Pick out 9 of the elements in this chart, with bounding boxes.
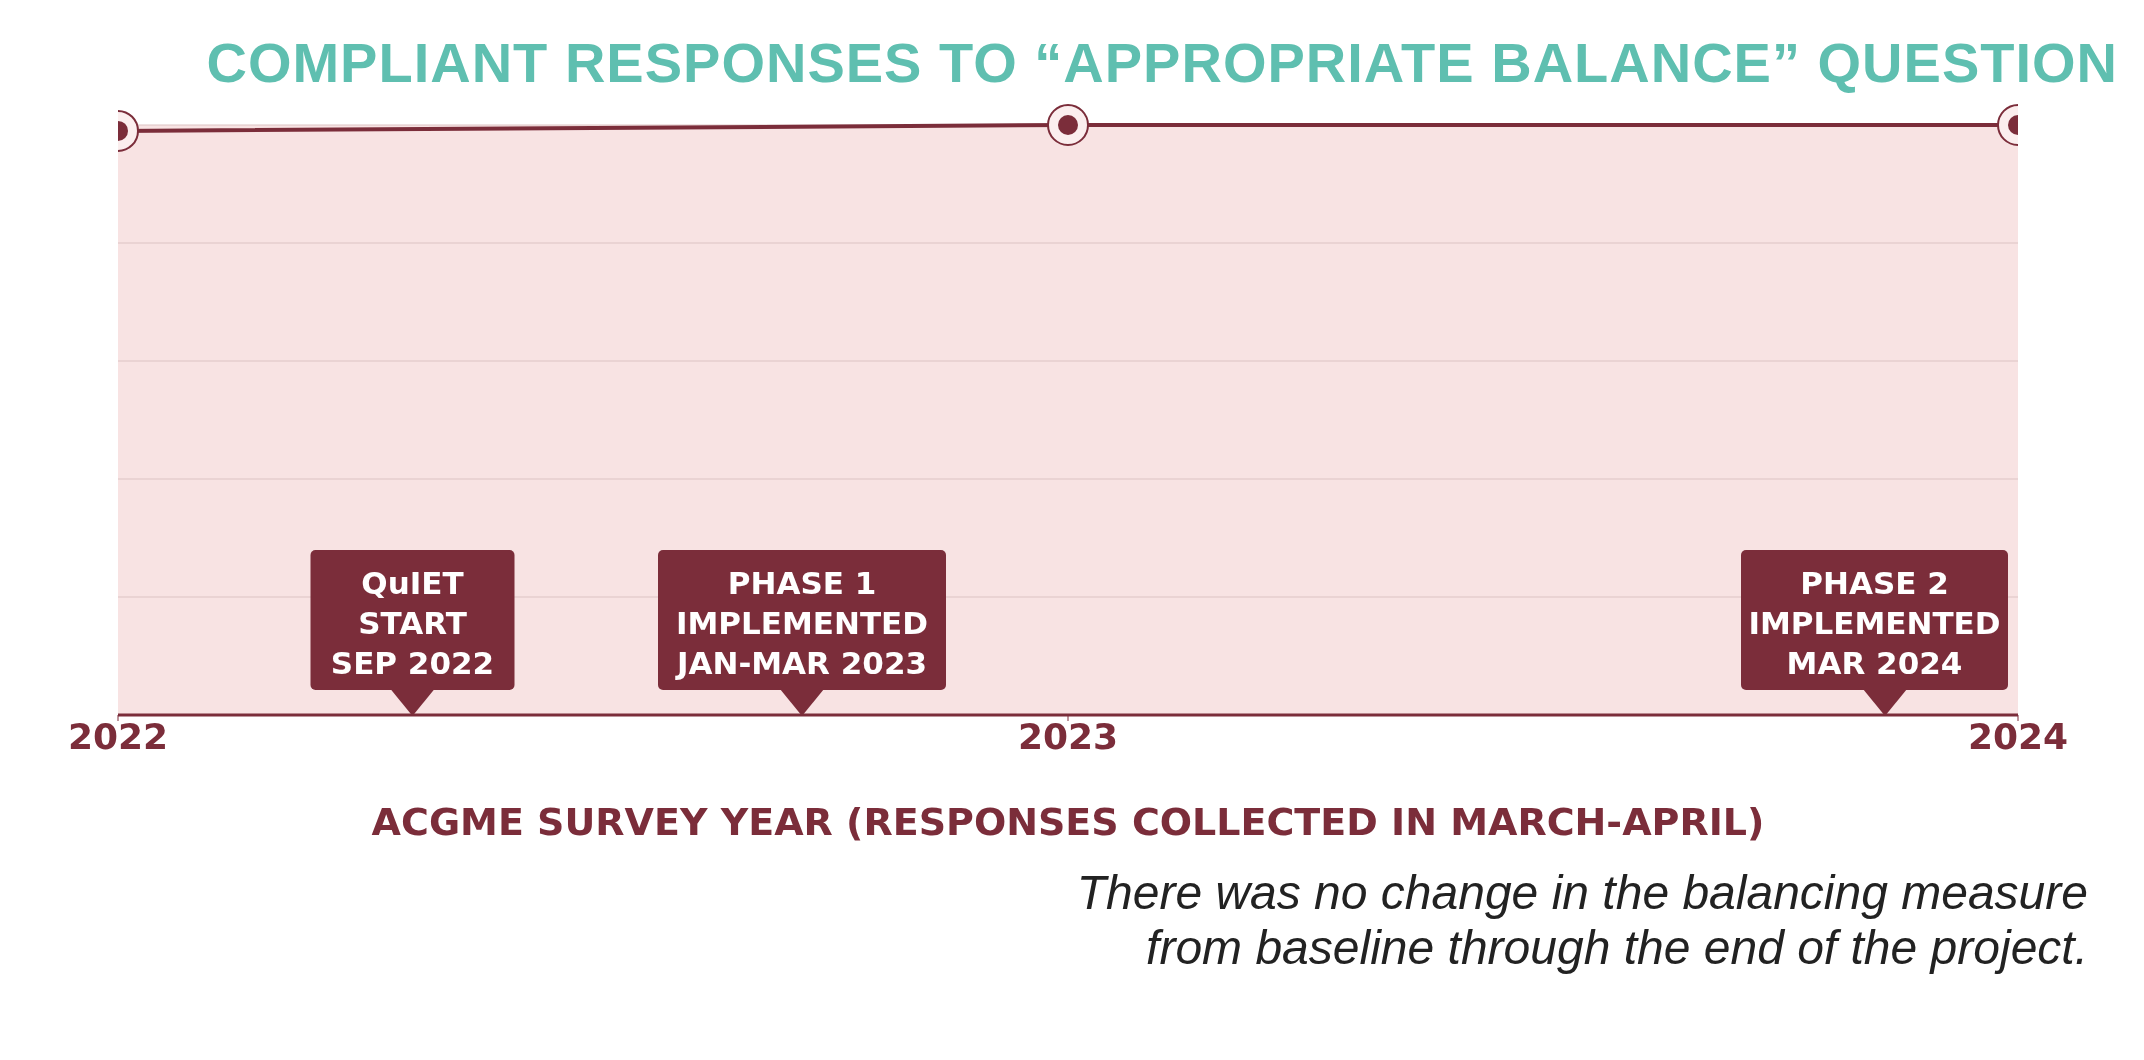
annotation: PHASE 2 IMPLEMENTED MAR 2024 — [1748, 565, 2001, 681]
x-tick-label: 2022 — [67, 715, 169, 757]
annotation: PHASE 1 IMPLEMENTED JAN-MAR 2023 — [674, 565, 929, 681]
text: There was no change in the balancing measure from baseline through the end of the project. — [1075, 865, 2089, 975]
x-tick-label: 2023 — [1017, 715, 1119, 757]
chart-title: COMPLIANT RESPONSES TO “APPROPRIATE BALANCE” QUESTION — [205, 30, 2119, 95]
annotation: QuIET START SEP 2022 — [330, 565, 495, 681]
x-axis-title: ACGME SURVEY YEAR (RESPONSES COLLECTED IN MARCH-APRIL) — [371, 800, 1765, 844]
x-tick-label: 2024 — [1967, 715, 2069, 757]
